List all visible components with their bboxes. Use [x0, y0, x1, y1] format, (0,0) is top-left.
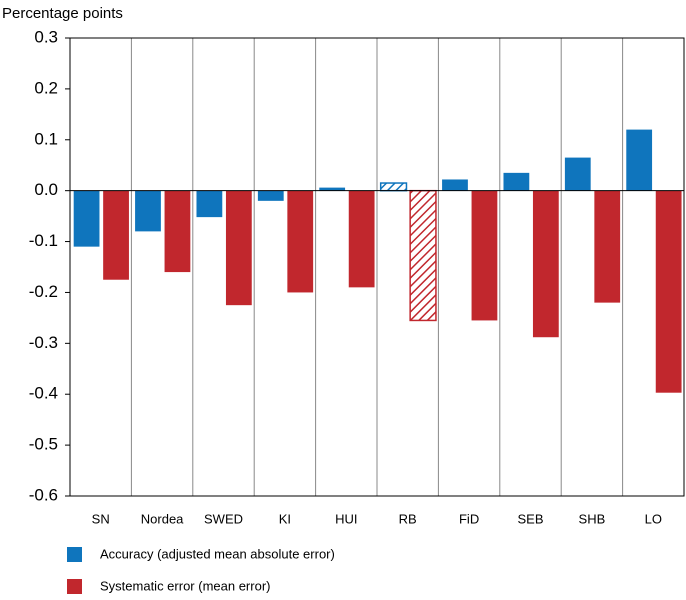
bar	[348, 190, 375, 288]
legend-label: Accuracy (adjusted mean absolute error)	[100, 546, 335, 561]
bar	[164, 190, 191, 273]
x-tick-label: Nordea	[141, 511, 184, 526]
bar	[626, 129, 653, 191]
x-tick-label: HUI	[335, 511, 357, 526]
x-tick-label: KI	[279, 511, 291, 526]
x-tick-label: SEB	[517, 511, 543, 526]
bar	[532, 190, 559, 338]
x-tick-label: SWED	[204, 511, 243, 526]
bar	[196, 190, 223, 218]
bar	[135, 190, 161, 232]
y-tick-label: 0.2	[34, 78, 58, 97]
bar	[319, 187, 346, 191]
legend-label: Systematic error (mean error)	[100, 578, 270, 593]
legend-swatch	[67, 579, 82, 594]
y-tick-label: -0.2	[29, 282, 58, 301]
y-tick-label: 0.0	[34, 180, 58, 199]
y-tick-label: 0.1	[34, 129, 58, 148]
bar	[503, 172, 530, 191]
bar	[442, 179, 468, 191]
y-tick-label: 0.3	[34, 27, 58, 46]
bar	[257, 190, 284, 201]
bar	[103, 190, 129, 280]
x-tick-label: LO	[645, 511, 662, 526]
x-tick-label: FiD	[459, 511, 479, 526]
bar	[73, 190, 100, 247]
x-tick-label: RB	[399, 511, 417, 526]
bar	[655, 190, 682, 393]
x-tick-label: SHB	[579, 511, 606, 526]
plot-border	[69, 37, 685, 497]
y-tick-label: -0.4	[29, 384, 58, 403]
bar	[471, 190, 498, 321]
y-tick-label: -0.3	[29, 333, 58, 352]
y-tick-label: -0.1	[29, 231, 58, 250]
bar	[287, 190, 314, 293]
x-tick-label: SN	[92, 511, 110, 526]
bar	[594, 190, 621, 303]
bar	[564, 157, 591, 191]
bar	[379, 182, 408, 192]
bar	[409, 189, 437, 322]
y-axis-label: Percentage points	[2, 5, 123, 22]
y-tick-label: -0.5	[29, 435, 58, 454]
bar	[225, 190, 252, 306]
legend-swatch	[67, 547, 82, 562]
y-tick-label: -0.6	[29, 485, 58, 504]
